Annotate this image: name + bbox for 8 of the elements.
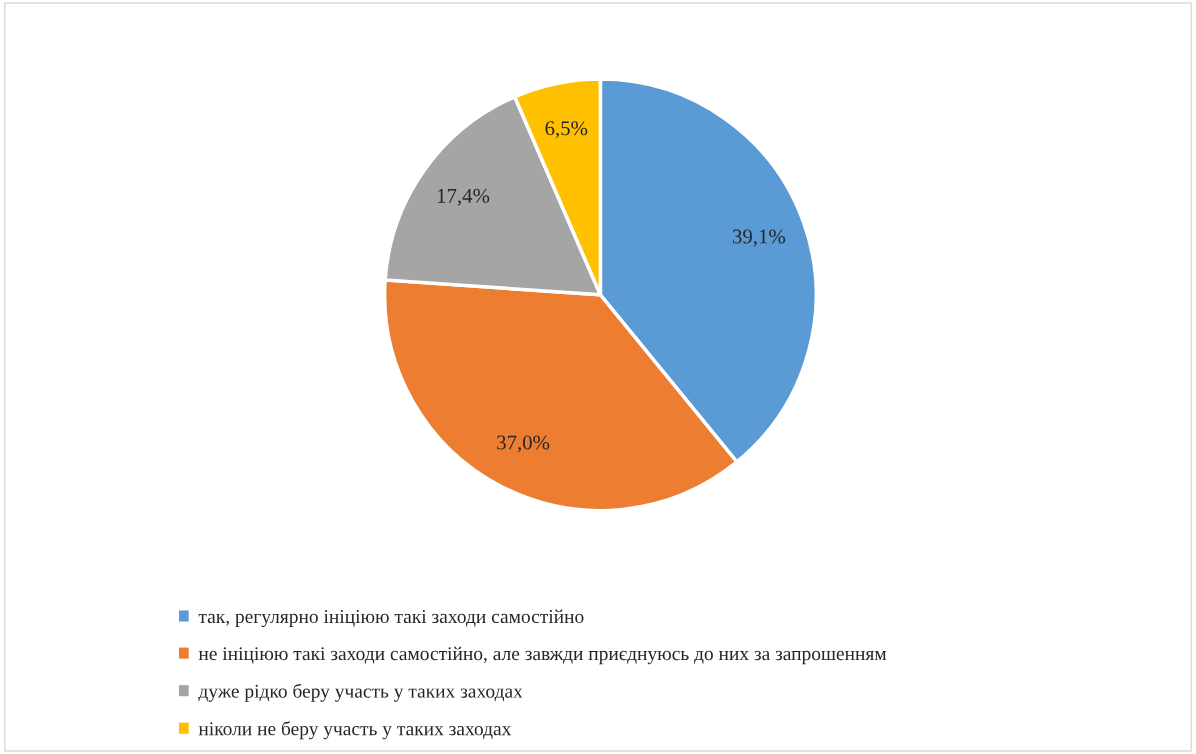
data-label: 39,1% [733, 229, 786, 247]
data-label: 17,4% [437, 188, 490, 206]
legend-label: дуже рідко беру участь у таких заходах [198, 683, 523, 702]
data-label: 37,0% [497, 435, 550, 453]
legend-label: ніколи не беру участь у таких заходах [198, 721, 512, 740]
legend-label: не ініціюю такі заходи самостійно, але завжди приєднуюсь до них за запрошенням [198, 646, 887, 665]
data-label: 6,5% [545, 121, 588, 139]
legend-label: так, регулярно ініціюю такі заходи самостійно [198, 609, 584, 628]
